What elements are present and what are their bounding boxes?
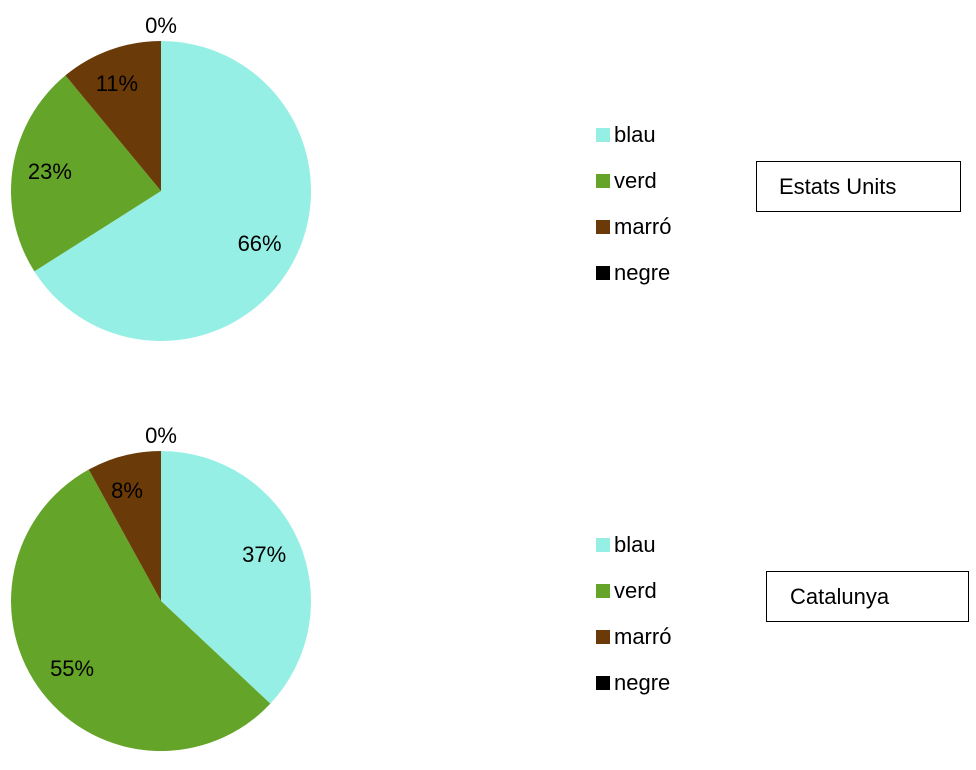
pie-chart-estats-units: 66% 23% 11% 0%: [11, 13, 312, 342]
data-label-negre: 0%: [145, 423, 177, 448]
legend-catalunya: blau verd marró negre: [596, 522, 671, 706]
data-label-marro: 8%: [111, 478, 143, 503]
legend-label: verd: [614, 168, 657, 193]
data-label-blau: 66%: [238, 231, 282, 256]
data-label-verd: 23%: [28, 159, 72, 184]
legend-label: blau: [614, 532, 656, 557]
legend-swatch: [596, 538, 610, 552]
chart-title-box: Estats Units: [756, 161, 961, 212]
legend-item-negre: negre: [596, 660, 671, 706]
pie-slice-marro: [88, 451, 161, 601]
pie-slice-verd: [11, 75, 161, 272]
legend-item-negre: negre: [596, 250, 671, 296]
chart-title: Estats Units: [779, 173, 897, 199]
data-label-negre: 0%: [145, 13, 177, 38]
legend-swatch: [596, 128, 610, 142]
legend-item-verd: verd: [596, 568, 671, 614]
legend-label: verd: [614, 578, 657, 603]
legend-item-verd: verd: [596, 158, 671, 204]
legend-swatch: [596, 174, 610, 188]
legend-swatch: [596, 676, 610, 690]
legend-item-blau: blau: [596, 522, 671, 568]
chart-title: Catalunya: [790, 583, 890, 609]
legend-estats-units: blau verd marró negre: [596, 112, 671, 296]
pie-slice-blau: [34, 40, 312, 342]
data-label-blau: 37%: [242, 542, 286, 567]
legend-label: blau: [614, 122, 656, 147]
legend-label: negre: [614, 670, 671, 695]
legend-swatch: [596, 584, 610, 598]
legend-item-marro: marró: [596, 204, 671, 250]
legend-label: marró: [614, 624, 672, 649]
pie-slice-verd: [11, 469, 271, 751]
legend-swatch: [596, 266, 610, 280]
pie-chart-catalunya: 37% 55% 8% 0%: [11, 423, 312, 751]
legend-swatch: [596, 220, 610, 234]
legend-item-blau: blau: [596, 112, 671, 158]
legend-label: negre: [614, 260, 671, 285]
data-label-verd: 55%: [50, 656, 94, 681]
pie-slice-blau: [161, 451, 312, 704]
legend-swatch: [596, 630, 610, 644]
legend-label: marró: [614, 214, 672, 239]
pie-slice-marro: [65, 41, 161, 191]
legend-item-marro: marró: [596, 614, 671, 660]
data-label-marro: 11%: [96, 71, 138, 96]
chart-title-box: Catalunya: [766, 571, 969, 622]
